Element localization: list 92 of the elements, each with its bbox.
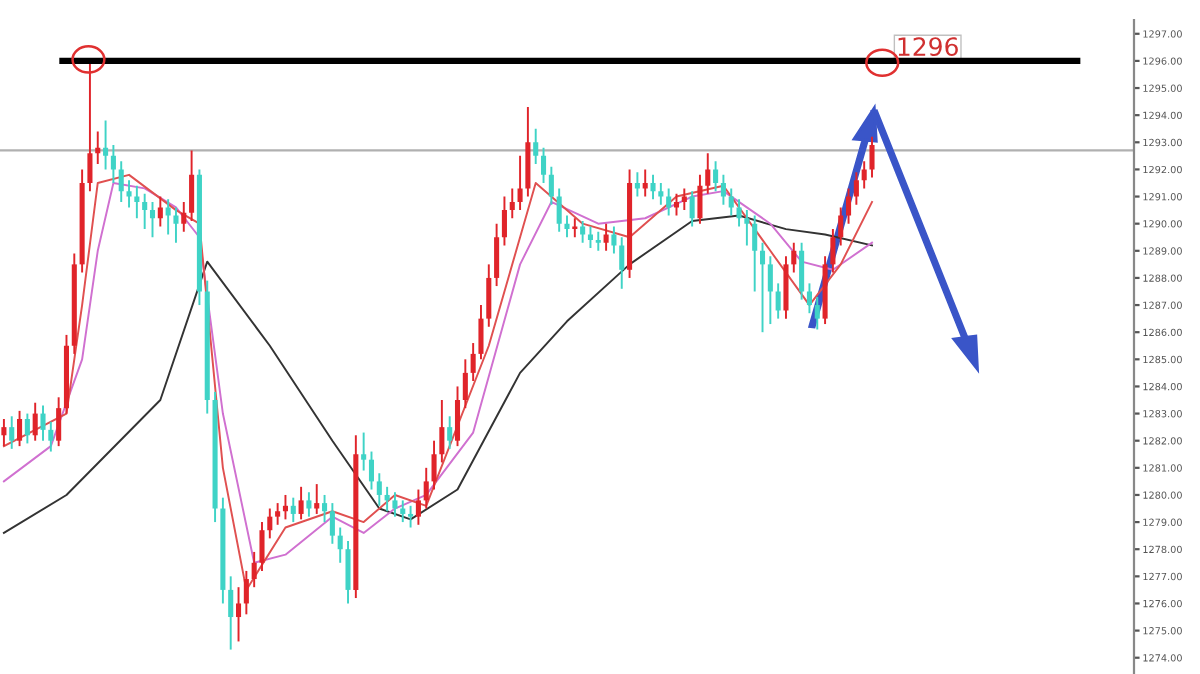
- candlestick: [48, 420, 54, 453]
- candlestick: [509, 187, 515, 220]
- candlestick: [376, 472, 382, 507]
- candlestick: [267, 507, 273, 540]
- candlestick: [861, 160, 867, 190]
- candlestick: [697, 173, 703, 225]
- candlestick: [447, 415, 453, 450]
- candlestick: [32, 401, 38, 442]
- candlestick: [799, 241, 805, 301]
- candlestick: [368, 450, 375, 491]
- candlestick: [541, 146, 547, 184]
- candlestick: [462, 358, 468, 410]
- candlestick: [736, 198, 742, 228]
- candlestick: [517, 154, 523, 212]
- candlestick: [415, 488, 421, 526]
- candlestick: [869, 135, 875, 179]
- candlestick: [713, 160, 719, 193]
- candlestick: [126, 179, 132, 209]
- candlestick: [298, 485, 304, 521]
- candlestick: [439, 399, 445, 464]
- candlestick: [728, 187, 734, 217]
- candlestick: [564, 214, 570, 239]
- candlestick: [56, 396, 62, 448]
- candlestick: [658, 182, 664, 206]
- candlestick: [314, 483, 320, 515]
- candlestick: [525, 106, 531, 198]
- candlestick: [572, 217, 578, 239]
- candlestick: [228, 575, 234, 651]
- candlestick: [470, 342, 476, 382]
- candlestick: [181, 201, 187, 233]
- candlestick: [322, 493, 328, 524]
- candlestick: [650, 173, 656, 201]
- candlestick: [705, 152, 711, 195]
- candlestick: [556, 187, 562, 233]
- candlestick: [783, 255, 789, 320]
- candlestick: [853, 171, 859, 206]
- candlestick: [767, 255, 773, 326]
- candlestick: [17, 409, 23, 448]
- candlestick: [744, 209, 750, 247]
- candlestick: [118, 160, 124, 203]
- candlestick: [142, 192, 148, 231]
- candlestick: [666, 187, 672, 217]
- ref-line-label: 1296: [898, 37, 958, 57]
- candlestick: [595, 230, 601, 252]
- candlestick: [619, 236, 625, 290]
- candlestick: [149, 201, 156, 239]
- candlestick: [423, 466, 429, 510]
- candlestick: [361, 431, 367, 472]
- candlestick: [501, 195, 507, 247]
- candlestick: [259, 521, 265, 572]
- candlestick: [235, 586, 242, 643]
- candlestick: [759, 241, 766, 334]
- candlestick: [752, 214, 758, 293]
- candlestick: [533, 127, 539, 165]
- candlestick: [408, 504, 414, 529]
- candlestick: [1, 418, 7, 448]
- candlestick: [103, 119, 109, 171]
- candlestick: [846, 187, 852, 225]
- candlestick: [431, 439, 437, 491]
- candlestick: [165, 198, 171, 236]
- candlestick: [40, 404, 46, 442]
- candlestick: [9, 415, 15, 450]
- candlestick: [110, 144, 116, 184]
- candlestick: [830, 228, 836, 274]
- candlestick: [548, 165, 554, 206]
- candlestick: [494, 222, 500, 288]
- candlestick: [329, 502, 335, 545]
- candlestick: [611, 225, 617, 255]
- candlestick: [251, 550, 257, 589]
- candlestick: [775, 282, 781, 320]
- candlestick: [806, 282, 812, 315]
- candlestick: [189, 149, 195, 222]
- candlestick: [603, 222, 609, 252]
- candlestick: [306, 491, 312, 518]
- candlestick: [157, 195, 163, 228]
- candlestick: [838, 206, 844, 247]
- candlestick: [173, 206, 179, 244]
- candlestick: [24, 412, 30, 445]
- candlestick: [689, 190, 695, 228]
- candlestick: [814, 295, 820, 331]
- candlestick: [337, 526, 343, 564]
- candlestick: [478, 304, 484, 361]
- candlestick: [486, 263, 492, 328]
- candlestick: [392, 491, 398, 518]
- candlestick: [791, 241, 797, 274]
- candlestick: [290, 496, 296, 524]
- candlestick: [275, 502, 281, 526]
- candlestick: [580, 220, 586, 244]
- candlestick: [345, 540, 351, 605]
- candlestick: [243, 569, 249, 616]
- candlestick: [454, 385, 461, 448]
- candlestick: [720, 173, 726, 206]
